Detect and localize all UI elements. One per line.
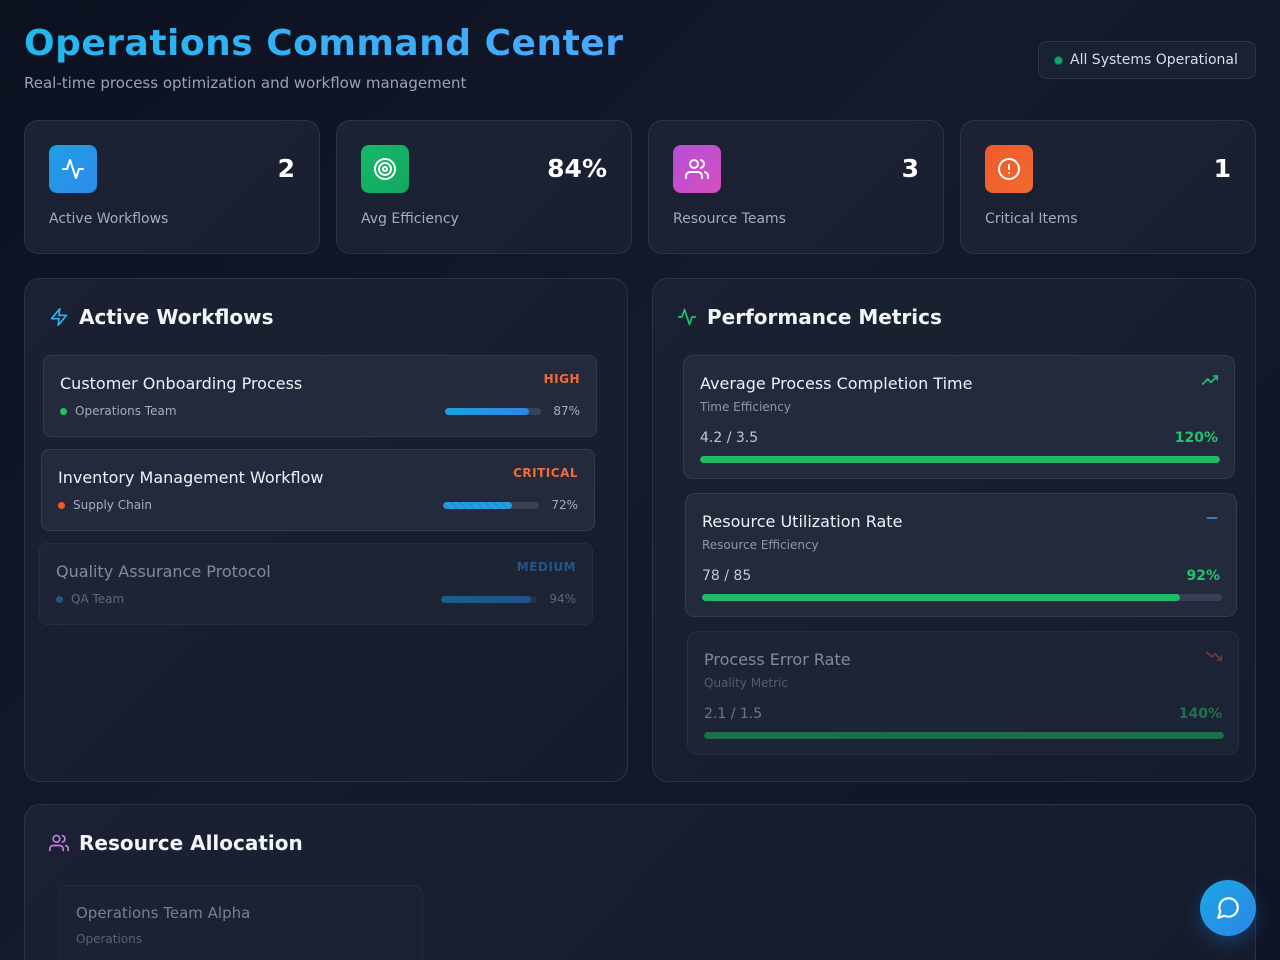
stat-label: Avg Efficiency <box>361 211 459 227</box>
stat-value: 1 <box>1213 154 1231 183</box>
workflow-name: Inventory Management Workflow <box>58 468 324 487</box>
zap-icon <box>50 307 68 327</box>
metric-percent: 120% <box>1174 430 1218 446</box>
panel-title: Active Workflows <box>49 305 274 329</box>
team-dot-icon <box>58 501 65 509</box>
page-title: Operations Command Center <box>24 23 624 64</box>
stat-label: Critical Items <box>985 211 1078 227</box>
metric-bar <box>702 594 1222 601</box>
metric-percent: 140% <box>1178 706 1222 722</box>
panel-title-text: Resource Allocation <box>79 831 303 855</box>
page-header: Operations Command Center Real-time proc… <box>24 22 623 92</box>
metric-name: Process Error Rate <box>704 650 851 669</box>
progress-percent: 72% <box>551 498 578 512</box>
metric-type: Resource Efficiency <box>702 538 819 552</box>
resource-card[interactable]: Operations Team Alpha Operations <box>59 885 423 960</box>
priority-badge: MEDIUM <box>516 560 576 574</box>
team-name: QA Team <box>71 592 125 606</box>
team-name: Supply Chain <box>73 498 152 512</box>
performance-metrics-panel: Performance Metrics Average Process Comp… <box>652 278 1256 782</box>
message-circle-icon <box>1217 897 1239 919</box>
users-icon <box>673 145 721 193</box>
metric-card[interactable]: Process Error Rate Quality Metric 2.1 / … <box>687 631 1239 755</box>
metric-card[interactable]: Average Process Completion Time Time Eff… <box>683 355 1235 479</box>
metric-percent: 92% <box>1186 568 1220 584</box>
users-icon <box>49 834 69 852</box>
metric-type: Quality Metric <box>704 676 788 690</box>
progress-fill <box>445 408 529 415</box>
panel-title: Performance Metrics <box>677 305 942 329</box>
panel-title: Resource Allocation <box>49 831 303 855</box>
progress-percent: 87% <box>553 404 580 418</box>
metric-bar-fill <box>704 732 1224 739</box>
progress-bar <box>443 502 539 509</box>
team-name: Operations Team <box>75 404 177 418</box>
progress-bar <box>445 408 541 415</box>
resource-allocation-panel: Resource Allocation Operations Team Alph… <box>24 804 1256 960</box>
metric-values: 78 / 85 <box>702 568 752 584</box>
metric-values: 4.2 / 3.5 <box>700 430 759 446</box>
stat-card-active-workflows: 2 Active Workflows <box>24 120 320 254</box>
metric-bar <box>704 732 1224 739</box>
workflow-card[interactable]: Customer Onboarding Process HIGH Operati… <box>43 355 597 437</box>
trending-down-icon <box>1206 651 1222 661</box>
stat-value: 3 <box>901 154 919 183</box>
stat-card-resource-teams: 3 Resource Teams <box>648 120 944 254</box>
metric-card[interactable]: Resource Utilization Rate Resource Effic… <box>685 493 1237 617</box>
workflow-card[interactable]: Inventory Management Workflow CRITICAL S… <box>41 449 595 531</box>
metric-bar-fill <box>702 594 1181 601</box>
active-workflows-panel: Active Workflows Customer Onboarding Pro… <box>24 278 628 782</box>
progress-percent: 94% <box>549 592 576 606</box>
metric-values: 2.1 / 1.5 <box>704 706 763 722</box>
workflow-team: QA Team <box>56 592 124 606</box>
priority-badge: CRITICAL <box>513 466 578 480</box>
resource-dept: Operations <box>76 932 142 946</box>
stat-card-critical-items: 1 Critical Items <box>960 120 1256 254</box>
stat-label: Active Workflows <box>49 211 169 227</box>
system-status-text: All Systems Operational <box>1070 52 1238 68</box>
metric-name: Average Process Completion Time <box>700 374 973 393</box>
priority-badge: HIGH <box>543 372 580 386</box>
workflow-name: Quality Assurance Protocol <box>56 562 271 581</box>
workflow-name: Customer Onboarding Process <box>60 374 303 393</box>
stat-value: 2 <box>277 154 295 183</box>
trending-up-icon <box>1202 375 1218 385</box>
minus-icon <box>1206 517 1218 519</box>
system-status-badge: All Systems Operational <box>1038 41 1256 79</box>
target-icon <box>361 145 409 193</box>
panel-title-text: Active Workflows <box>79 305 274 329</box>
chat-button[interactable] <box>1200 880 1256 936</box>
panel-title-text: Performance Metrics <box>707 305 942 329</box>
workflow-card[interactable]: Quality Assurance Protocol MEDIUM QA Tea… <box>39 543 593 625</box>
activity-icon <box>677 308 697 326</box>
metric-type: Time Efficiency <box>700 400 791 414</box>
progress-bar <box>441 596 537 603</box>
metric-bar <box>700 456 1220 463</box>
team-dot-icon <box>60 407 67 415</box>
status-dot-icon <box>1055 56 1062 64</box>
activity-icon <box>49 145 97 193</box>
alert-circle-icon <box>985 145 1033 193</box>
team-dot-icon <box>56 595 63 603</box>
stat-value: 84% <box>547 154 607 183</box>
workflow-team: Operations Team <box>60 404 177 418</box>
metric-bar-fill <box>700 456 1220 463</box>
stat-card-avg-efficiency: 84% Avg Efficiency <box>336 120 632 254</box>
page-subtitle: Real-time process optimization and workf… <box>24 74 467 92</box>
metric-name: Resource Utilization Rate <box>702 512 903 531</box>
stat-label: Resource Teams <box>673 211 786 227</box>
progress-fill <box>441 596 532 603</box>
resource-name: Operations Team Alpha <box>76 904 251 922</box>
workflow-team: Supply Chain <box>58 498 152 512</box>
progress-fill <box>443 502 513 509</box>
